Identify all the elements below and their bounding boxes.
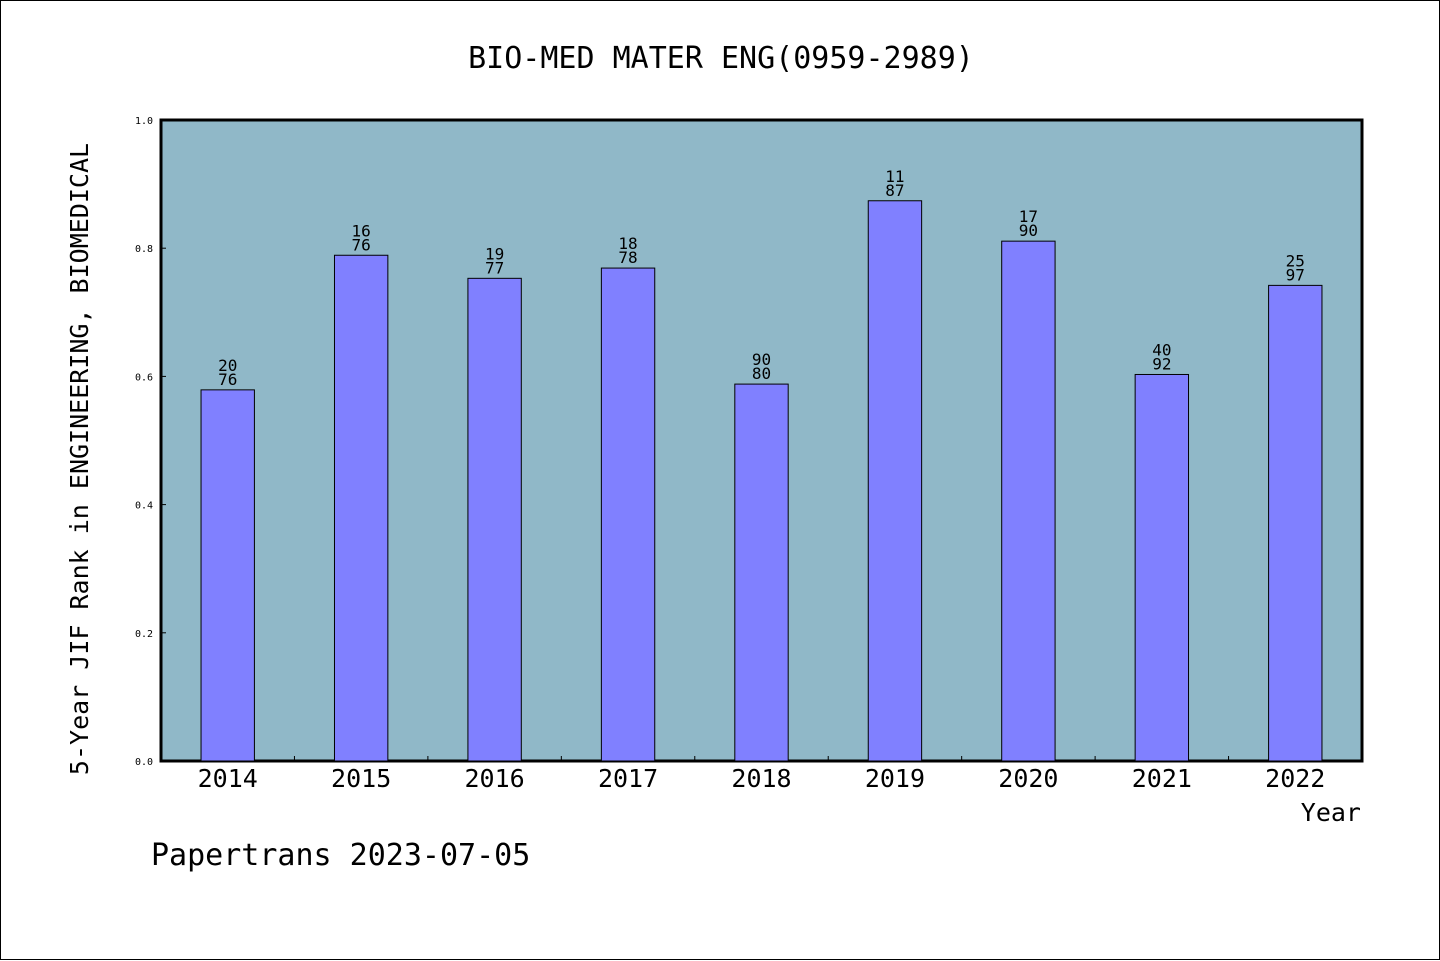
bar-label-2022-line2: 97: [1286, 265, 1305, 284]
x-tick-label-2019: 2019: [865, 764, 925, 793]
bar-label-2018-line2: 80: [752, 364, 771, 383]
bar-2020: [1001, 240, 1056, 762]
x-tick-label-2017: 2017: [598, 764, 658, 793]
x-tick-label-2020: 2020: [998, 764, 1058, 793]
bar-label-2015-line2: 76: [352, 235, 371, 254]
y-tick-label-0.6: 0.6: [135, 372, 153, 383]
bar-2015: [333, 254, 389, 762]
bar-label-2020-line1: 17: [1019, 207, 1038, 226]
y-axis-label: 5-Year JIF Rank in ENGINEERING, BIOMEDIC…: [65, 143, 94, 775]
x-tick-label-2018: 2018: [731, 764, 791, 793]
x-axis-label: Year: [1301, 798, 1361, 827]
bar-label-2014-line1: 20: [218, 356, 237, 375]
bar-2021: [1134, 373, 1190, 762]
bar-label-2021-line1: 40: [1152, 340, 1171, 359]
bar-label-2017-line1: 18: [618, 234, 637, 253]
bar-label-2019-line1: 11: [885, 167, 904, 186]
bar-label-2016-line1: 19: [485, 244, 504, 263]
bar-label-2016-line2: 77: [485, 258, 504, 277]
x-tick-label-2016: 2016: [465, 764, 525, 793]
chart-title: BIO-MED MATER ENG(0959-2989): [468, 41, 974, 76]
bar-2022: [1268, 284, 1323, 762]
bar-label-2022-line1: 25: [1286, 251, 1305, 270]
y-tick-label-0.0: 0.0: [135, 757, 153, 768]
bar-2017: [600, 267, 656, 762]
bars-group: [200, 200, 1323, 762]
bar-2016: [467, 277, 522, 762]
bar-label-2017-line2: 78: [618, 248, 637, 267]
x-axis: 2014 2015 2016 2017 2018 2019 2020 2021 2022: [198, 756, 1325, 793]
bar-2014: [200, 389, 255, 762]
y-tick-label-0.2: 0.2: [135, 629, 153, 640]
y-tick-label-0.8: 0.8: [135, 244, 153, 255]
footer-credit: Papertrans 2023-07-05: [151, 838, 530, 873]
y-axis: 0.0 0.2 0.4 0.6 0.8 1.0: [135, 116, 166, 768]
x-tick-label-2022: 2022: [1265, 764, 1325, 793]
bar-2019: [867, 200, 923, 762]
x-tick-label-2021: 2021: [1132, 764, 1192, 793]
bar-label-2018-line1: 90: [752, 350, 771, 369]
bar-label-2015-line1: 16: [352, 221, 371, 240]
y-tick-label-0.4: 0.4: [135, 501, 153, 512]
x-tick-label-2014: 2014: [198, 764, 258, 793]
bar-label-2020-line2: 90: [1019, 221, 1038, 240]
bar-label-2014-line2: 76: [218, 370, 237, 389]
bar-label-2021-line2: 92: [1152, 354, 1171, 373]
bar-label-2019-line2: 87: [885, 181, 904, 200]
y-tick-label-1.0: 1.0: [135, 116, 153, 127]
bar-2018: [734, 383, 789, 762]
x-tick-label-2015: 2015: [331, 764, 391, 793]
